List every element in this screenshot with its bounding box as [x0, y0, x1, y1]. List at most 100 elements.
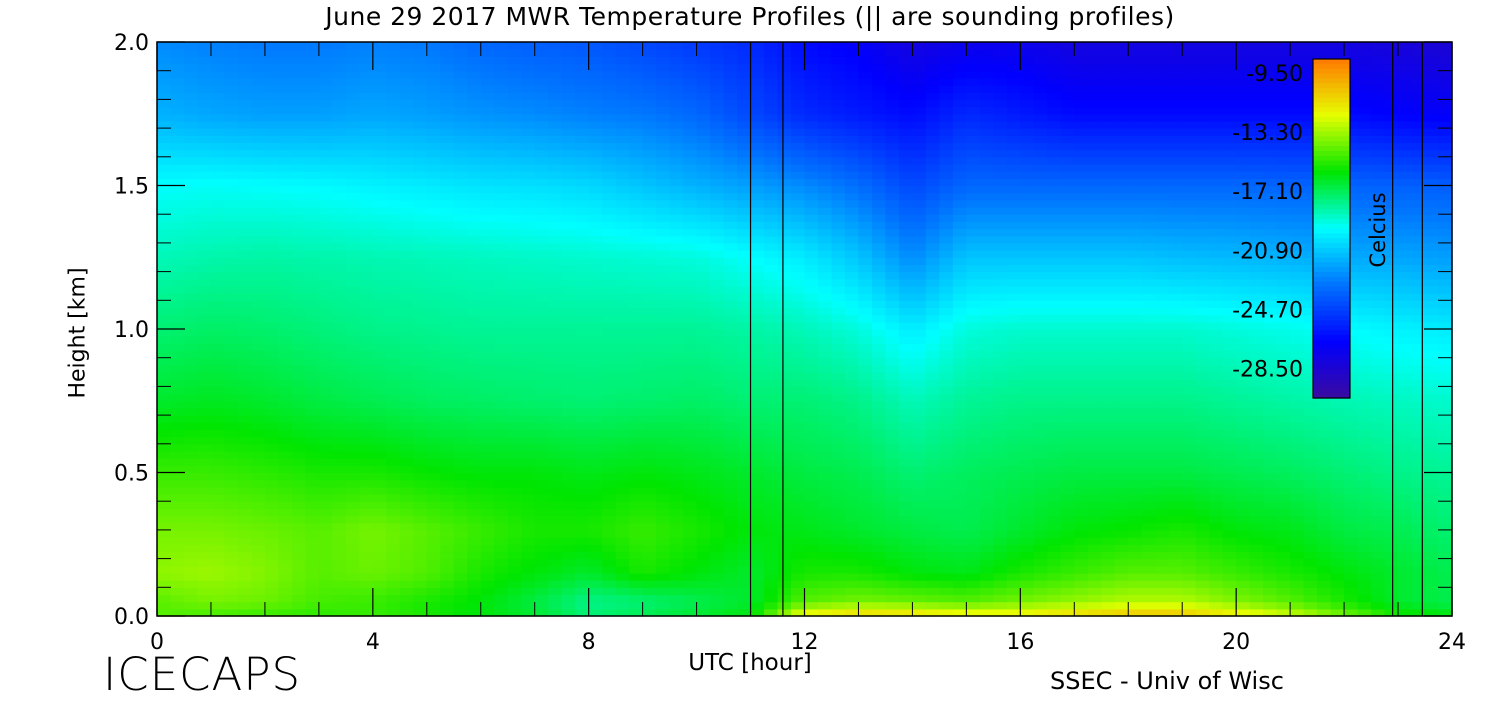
- heatmap-cell: [183, 350, 199, 359]
- heatmap-cell: [507, 415, 522, 423]
- heatmap-cell: [480, 393, 495, 402]
- heatmap-cell: [318, 508, 333, 517]
- heatmap-cell: [656, 278, 671, 287]
- heatmap-cell: [399, 278, 414, 287]
- heatmap-cell: [629, 257, 644, 266]
- heatmap-cell: [372, 529, 387, 538]
- heatmap-cell: [480, 264, 495, 273]
- heatmap-cell: [925, 49, 940, 57]
- heatmap-cell: [521, 436, 536, 445]
- heatmap-cell: [372, 314, 387, 323]
- heatmap-cell: [507, 580, 522, 588]
- heatmap-cell: [791, 537, 806, 545]
- heatmap-cell: [669, 486, 684, 495]
- heatmap-cell: [534, 285, 549, 294]
- heatmap-cell: [237, 336, 253, 344]
- heatmap-cell: [548, 329, 563, 337]
- heatmap-cell: [264, 242, 280, 251]
- heatmap-cell: [629, 221, 644, 230]
- heatmap-cell: [952, 85, 967, 93]
- heatmap-cell: [413, 422, 428, 431]
- heatmap-cell: [952, 242, 967, 251]
- heatmap-cell: [224, 156, 239, 165]
- heatmap-cell: [791, 372, 806, 380]
- heatmap-cell: [979, 77, 994, 86]
- heatmap-cell: [372, 436, 387, 445]
- heatmap-cell: [629, 494, 644, 502]
- heatmap-cell: [588, 300, 603, 309]
- heatmap-cell: [561, 486, 576, 495]
- heatmap-cell: [507, 171, 522, 179]
- heatmap-cell: [723, 551, 738, 560]
- heatmap-cell: [979, 142, 994, 151]
- heatmap-cell: [979, 221, 994, 230]
- heatmap-cell: [952, 529, 967, 538]
- heatmap-cell: [696, 185, 711, 194]
- heatmap-cell: [952, 515, 967, 524]
- heatmap-cell: [912, 472, 927, 481]
- heatmap-cell: [197, 601, 212, 610]
- heatmap-cell: [359, 113, 374, 122]
- heatmap-cell: [480, 207, 495, 215]
- heatmap-cell: [588, 436, 603, 445]
- heatmap-cell: [993, 472, 1008, 481]
- heatmap-cell: [426, 293, 441, 301]
- heatmap-cell: [629, 321, 644, 330]
- heatmap-cell: [264, 250, 280, 258]
- heatmap-cell: [305, 587, 320, 596]
- heatmap-cell: [642, 128, 657, 136]
- heatmap-cell: [534, 379, 549, 387]
- heatmap-cell: [817, 393, 833, 402]
- heatmap-cell: [197, 63, 212, 72]
- heatmap-cell: [332, 77, 347, 86]
- heatmap-cell: [237, 479, 253, 488]
- heatmap-cell: [952, 106, 967, 115]
- heatmap-cell: [318, 407, 333, 416]
- heatmap-cell: [588, 544, 603, 553]
- heatmap-cell: [858, 128, 873, 136]
- heatmap-cell: [318, 364, 333, 373]
- heatmap-cell: [952, 400, 967, 409]
- heatmap-cell: [885, 293, 900, 301]
- heatmap-cell: [453, 422, 468, 431]
- heatmap-cell: [575, 494, 590, 502]
- heatmap-cell: [453, 529, 468, 538]
- heatmap-cell: [534, 257, 549, 266]
- heatmap-cell: [615, 242, 630, 251]
- heatmap-cell: [480, 372, 495, 380]
- heatmap-cell: [791, 56, 806, 65]
- heatmap-cell: [426, 415, 441, 423]
- heatmap-cell: [629, 228, 644, 237]
- heatmap-cell: [291, 565, 306, 574]
- heatmap-cell: [318, 608, 333, 617]
- heatmap-cell: [912, 458, 927, 466]
- heatmap-cell: [386, 364, 401, 373]
- heatmap-cell: [764, 120, 779, 129]
- heatmap-cell: [345, 350, 360, 359]
- heatmap-cell: [386, 443, 401, 452]
- heatmap-cell: [925, 407, 940, 416]
- heatmap-cell: [656, 242, 671, 251]
- heatmap-cell: [871, 185, 887, 194]
- heatmap-cell: [224, 171, 239, 179]
- heatmap-cell: [656, 63, 671, 72]
- heatmap-cell: [413, 336, 428, 344]
- heatmap-cell: [966, 106, 981, 115]
- heatmap-cell: [817, 544, 833, 553]
- heatmap-cell: [399, 142, 414, 151]
- heatmap-cell: [575, 156, 590, 165]
- heatmap-cell: [804, 49, 819, 57]
- heatmap-cell: [548, 350, 563, 359]
- heatmap-cell: [345, 386, 360, 395]
- heatmap-cell: [939, 501, 954, 509]
- heatmap-cell: [912, 422, 927, 431]
- heatmap-cell: [710, 422, 725, 431]
- heatmap-cell: [399, 207, 414, 215]
- heatmap-cell: [737, 156, 752, 165]
- heatmap-cell: [332, 386, 347, 395]
- heatmap-cell: [332, 336, 347, 344]
- heatmap-cell: [885, 436, 900, 445]
- heatmap-cell: [696, 329, 711, 337]
- heatmap-cell: [399, 501, 414, 509]
- heatmap-cell: [710, 49, 725, 57]
